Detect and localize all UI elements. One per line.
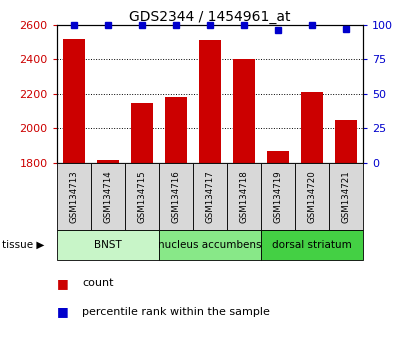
Text: percentile rank within the sample: percentile rank within the sample [82, 307, 270, 316]
Bar [199, 40, 221, 163]
Text: GSM134715: GSM134715 [137, 170, 146, 223]
Bar [165, 97, 187, 163]
Text: GSM134721: GSM134721 [342, 170, 351, 223]
Bar [233, 59, 255, 163]
Text: GSM134719: GSM134719 [274, 170, 283, 223]
Bar [63, 39, 85, 163]
Bar [261, 163, 295, 230]
Text: count: count [82, 278, 113, 288]
Text: ■: ■ [57, 277, 68, 290]
Bar [57, 163, 91, 230]
Bar [131, 103, 153, 163]
Text: BNST: BNST [94, 240, 122, 250]
Bar [335, 120, 357, 163]
Bar [159, 230, 261, 260]
Text: GSM134714: GSM134714 [103, 170, 112, 223]
Bar [91, 163, 125, 230]
Text: GSM134716: GSM134716 [171, 170, 181, 223]
Bar [227, 163, 261, 230]
Text: GSM134718: GSM134718 [239, 170, 249, 223]
Text: GSM134713: GSM134713 [69, 170, 78, 223]
Bar [125, 163, 159, 230]
Bar [295, 163, 329, 230]
Title: GDS2344 / 1454961_at: GDS2344 / 1454961_at [129, 10, 291, 24]
Text: GSM134720: GSM134720 [308, 170, 317, 223]
Bar [329, 163, 363, 230]
Bar [97, 160, 119, 163]
Text: ■: ■ [57, 305, 68, 318]
Text: GSM134717: GSM134717 [205, 170, 215, 223]
Bar [267, 151, 289, 163]
Bar [261, 230, 363, 260]
Text: nucleus accumbens: nucleus accumbens [158, 240, 262, 250]
Bar [57, 230, 159, 260]
Bar [159, 163, 193, 230]
Text: tissue ▶: tissue ▶ [2, 240, 45, 250]
Bar [301, 92, 323, 163]
Text: dorsal striatum: dorsal striatum [272, 240, 352, 250]
Bar [193, 163, 227, 230]
